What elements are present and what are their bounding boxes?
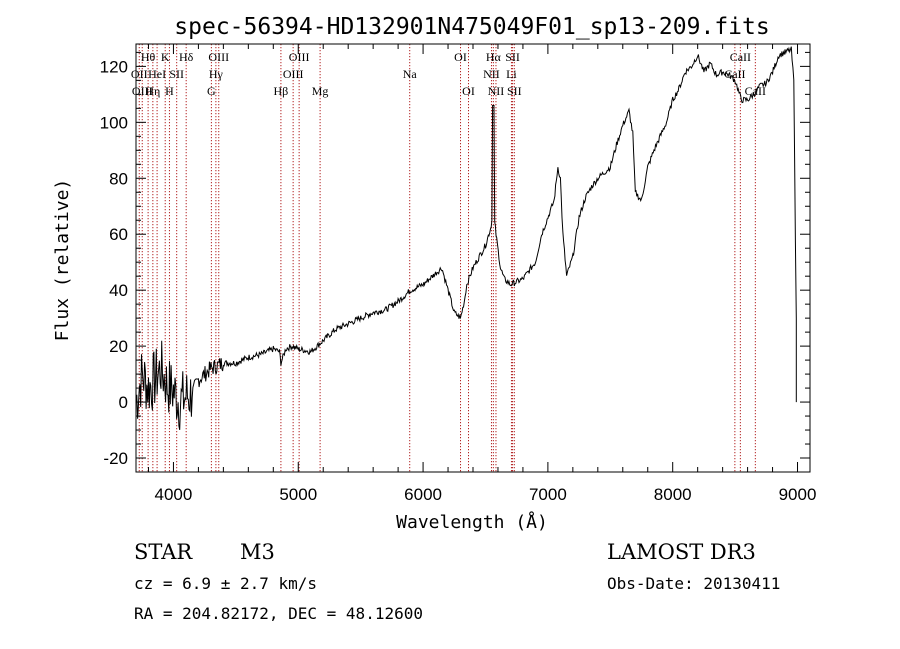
line-label-24: SII [507,84,522,98]
line-label-13: OIII [283,67,304,81]
emission-line-markers [138,44,756,472]
y-tick-label-1: 0 [119,393,128,412]
line-label-17: OI [454,50,467,64]
redshift-cz: cz = 6.9 ± 2.7 km/s [134,574,317,593]
line-label-9: G [207,84,216,98]
survey-name: LAMOST DR3 [607,540,756,564]
y-tick-label-2: 20 [109,337,128,356]
y-tick-label-0: -20 [103,449,128,468]
x-axis-ticks: 4000 5000 6000 7000 8000 9000 [147,44,817,504]
line-label-3: Hη [145,84,160,98]
y-axis-ticks: -20 0 20 40 60 80 100 120 [100,51,810,468]
spectrum-line [135,46,797,430]
y-tick-label-7: 120 [100,57,128,76]
x-tick-label-1: 5000 [279,485,317,504]
line-label-19: NII [483,67,500,81]
x-tick-label-2: 6000 [404,485,442,504]
line-label-23: SII [505,50,520,64]
line-label-6: H [165,84,174,98]
line-label-16: Na [403,67,418,81]
line-label-26: CaII [730,50,751,64]
plot-frame [135,43,811,473]
line-label-14: OIII [289,50,310,64]
x-tick-label-4: 8000 [654,485,692,504]
x-tick-label-0: 4000 [155,485,193,504]
line-label-7: SII [169,67,184,81]
line-label-21: NII [488,84,505,98]
line-label-2: Hθ [141,50,156,64]
y-tick-label-3: 40 [109,281,128,300]
observation-date: Obs-Date: 20130411 [607,574,780,593]
line-label-10: Hγ [209,67,224,81]
line-label-22: Li [506,67,517,81]
line-label-4: HeI [148,67,166,81]
line-label-5: K [161,50,170,64]
y-tick-label-5: 80 [109,169,128,188]
x-tick-label-3: 7000 [529,485,567,504]
line-label-20: Hα [486,50,502,64]
ra-dec: RA = 204.82172, DEC = 48.12600 [134,604,423,623]
line-label-25: CaII [724,67,745,81]
y-tick-label-4: 60 [109,225,128,244]
y-axis-label: Flux (relative) [52,179,73,342]
x-axis-label: Wavelength (Å) [396,511,548,533]
line-label-12: Hβ [274,84,289,98]
y-tick-label-6: 100 [100,113,128,132]
line-label-0: OII [131,67,148,81]
chart-title: spec-56394-HD132901N475049F01_sp13-209.f… [174,14,769,40]
line-label-15: Mg [312,84,329,98]
x-tick-label-5: 9000 [779,485,817,504]
line-label-8: Hδ [179,50,194,64]
line-label-18: OI [462,84,475,98]
line-label-11: OIII [208,50,229,64]
subclass: M3 [240,540,275,564]
object-type: STAR [134,540,193,564]
emission-line-labels: OIIOIIIHθHηHeIKHSIIHδGHγOIIIHβOIIIOIIIMg… [131,50,766,98]
line-label-27: CaII [745,84,766,98]
